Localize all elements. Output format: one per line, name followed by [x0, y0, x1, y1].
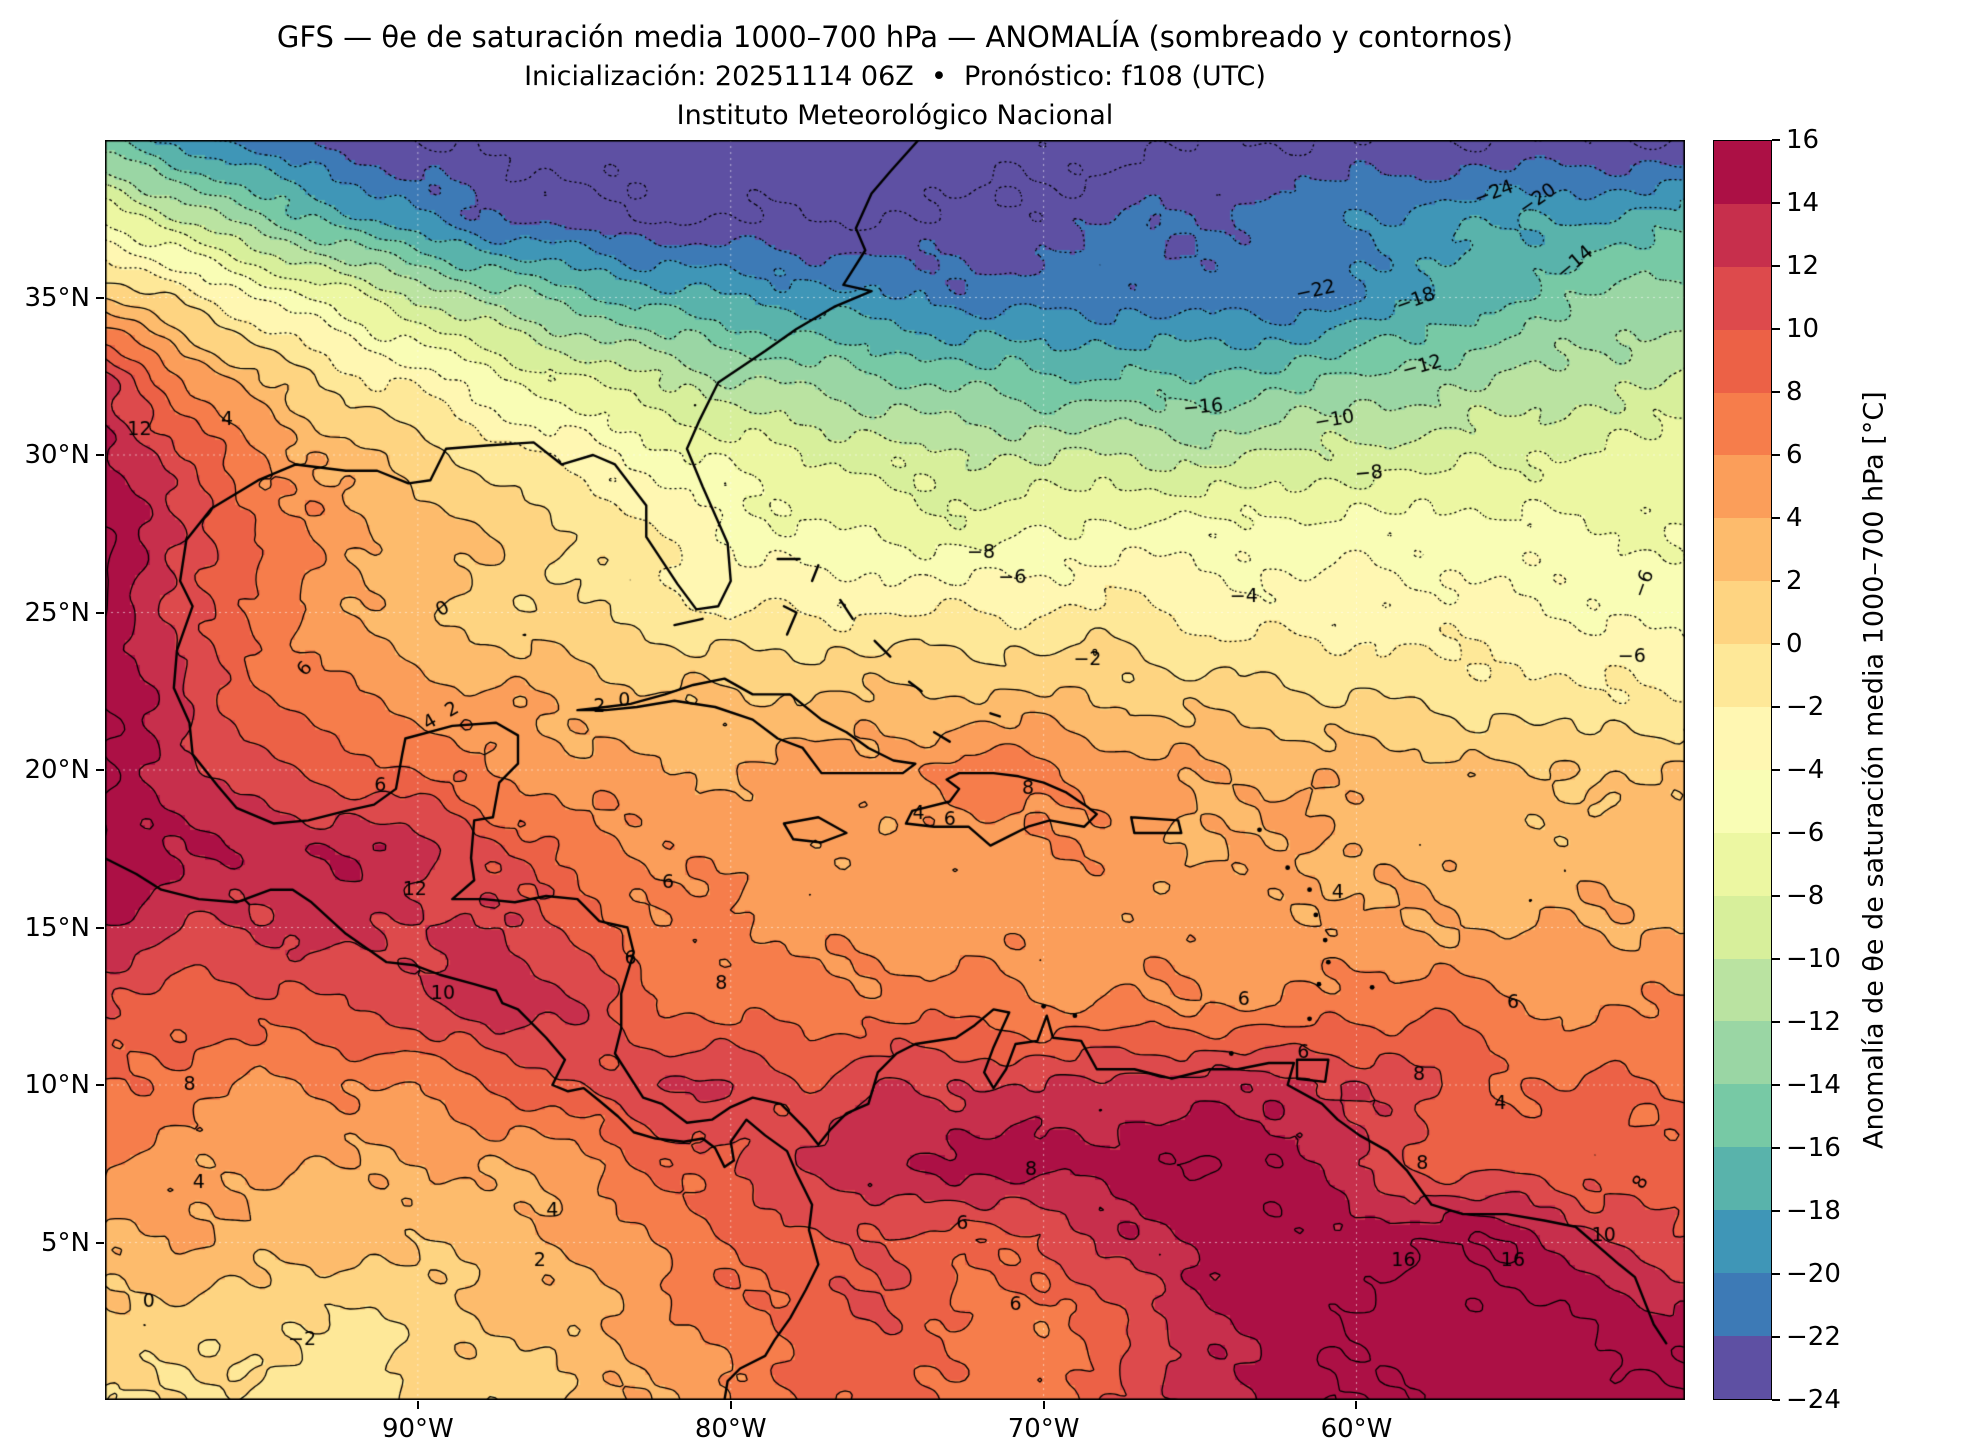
- colorbar-tick-label: 14: [1786, 188, 1820, 218]
- colorbar-tick-label: 0: [1786, 629, 1803, 659]
- colorbar-tick-label: 10: [1786, 314, 1820, 344]
- colorbar-tick-mark: [1772, 832, 1780, 834]
- colorbar-segment: [1714, 707, 1771, 770]
- colorbar-segment: [1714, 644, 1771, 708]
- colorbar-tick-mark: [1772, 1210, 1780, 1212]
- colorbar-tick-label: 8: [1786, 377, 1803, 407]
- map-plot-area: [105, 140, 1685, 1400]
- colorbar-tick-label: −6: [1786, 818, 1825, 848]
- lat-tick-label: 5°N: [41, 1227, 90, 1258]
- colorbar-segment: [1714, 769, 1771, 833]
- colorbar-segment: [1714, 518, 1771, 582]
- lon-tick-mark: [729, 1401, 732, 1409]
- colorbar-segment: [1714, 1335, 1771, 1399]
- lat-tick-mark: [96, 769, 104, 771]
- colorbar-tick-label: −14: [1786, 1070, 1841, 1100]
- lon-tick-mark: [1042, 1401, 1045, 1409]
- lat-tick-label: 30°N: [24, 440, 90, 470]
- colorbar-segment: [1714, 266, 1771, 330]
- lon-tick-label: 90°W: [381, 1414, 454, 1440]
- colorbar-tick-label: −8: [1786, 881, 1825, 911]
- colorbar-segment: [1714, 1021, 1771, 1085]
- colorbar-tick-mark: [1772, 1336, 1780, 1338]
- colorbar-tick-label: −4: [1786, 755, 1825, 785]
- chart-subtitle: Inicialización: 20251114 06Z • Pronóstic…: [524, 61, 1266, 92]
- colorbar-segment: [1714, 832, 1771, 896]
- colorbar-tick-mark: [1772, 769, 1780, 771]
- lat-tick-mark: [96, 1084, 104, 1086]
- colorbar-tick-label: 4: [1786, 503, 1803, 533]
- colorbar-segment: [1714, 141, 1771, 204]
- colorbar-tick-label: −2: [1786, 692, 1825, 722]
- chart-title: GFS — θe de saturación media 1000–700 hP…: [276, 20, 1514, 54]
- colorbar-tick-label: 12: [1786, 251, 1820, 281]
- lat-tick-mark: [96, 454, 104, 456]
- lat-tick-label: 20°N: [24, 755, 90, 785]
- colorbar-tick-mark: [1772, 328, 1780, 330]
- colorbar-segment: [1714, 392, 1771, 456]
- lon-tick-mark: [1355, 1401, 1358, 1409]
- colorbar-tick-mark: [1772, 391, 1780, 393]
- colorbar-segment: [1714, 329, 1771, 393]
- colorbar-gradient: [1714, 141, 1771, 1399]
- lat-tick-label: 10°N: [24, 1070, 90, 1100]
- colorbar: [1713, 140, 1772, 1400]
- colorbar-segment: [1714, 1210, 1771, 1274]
- colorbar-tick-mark: [1772, 643, 1780, 645]
- colorbar-tick-mark: [1772, 1399, 1780, 1401]
- colorbar-segment: [1714, 895, 1771, 959]
- colorbar-tick-mark: [1772, 265, 1780, 267]
- colorbar-tick-mark: [1772, 202, 1780, 204]
- chart-institution: Instituto Meteorológico Nacional: [676, 100, 1114, 131]
- colorbar-tick-mark: [1772, 580, 1780, 582]
- colorbar-segment: [1714, 1147, 1771, 1211]
- colorbar-tick-label: −12: [1786, 1007, 1841, 1037]
- colorbar-tick-mark: [1772, 454, 1780, 456]
- colorbar-segment: [1714, 581, 1771, 645]
- lat-tick-mark: [96, 926, 104, 929]
- colorbar-tick-label: −22: [1786, 1322, 1841, 1352]
- colorbar-tick-label: 16: [1786, 125, 1820, 155]
- colorbar-segment: [1714, 1273, 1771, 1336]
- colorbar-tick-mark: [1772, 1147, 1780, 1149]
- colorbar-tick-label: 6: [1786, 440, 1803, 470]
- colorbar-segment: [1714, 958, 1771, 1022]
- lat-tick-mark: [96, 611, 104, 614]
- colorbar-segment: [1714, 455, 1771, 519]
- colorbar-tick-mark: [1772, 895, 1780, 897]
- lat-tick-label: 15°N: [24, 912, 90, 943]
- lat-tick-label: 35°N: [24, 282, 90, 313]
- colorbar-tick-mark: [1772, 1273, 1780, 1275]
- lon-tick-mark: [416, 1401, 419, 1409]
- colorbar-tick-label: −16: [1786, 1133, 1841, 1163]
- lat-tick-label: 25°N: [24, 597, 90, 628]
- colorbar-segment: [1714, 203, 1771, 267]
- colorbar-segment: [1714, 1084, 1771, 1148]
- colorbar-tick-label: −24: [1786, 1385, 1841, 1415]
- lat-tick-mark: [96, 1241, 104, 1244]
- colorbar-tick-mark: [1772, 139, 1780, 141]
- colorbar-tick-label: −20: [1786, 1259, 1841, 1289]
- lon-tick-label: 80°W: [694, 1414, 767, 1440]
- lat-tick-mark: [96, 296, 104, 299]
- title-block: GFS — θe de saturación media 1000–700 hP…: [105, 18, 1685, 135]
- colorbar-tick-label: 2: [1786, 566, 1803, 596]
- colorbar-label: Anomalía de θe de saturación media 1000–…: [1858, 391, 1890, 1149]
- colorbar-tick-mark: [1772, 706, 1780, 708]
- lon-tick-label: 60°W: [1320, 1414, 1393, 1440]
- colorbar-tick-mark: [1772, 1084, 1780, 1086]
- colorbar-tick-mark: [1772, 517, 1780, 519]
- contour-map-canvas: [105, 140, 1685, 1400]
- lon-tick-label: 70°W: [1007, 1414, 1080, 1440]
- colorbar-tick-mark: [1772, 958, 1780, 960]
- colorbar-tick-mark: [1772, 1021, 1780, 1023]
- colorbar-tick-label: −18: [1786, 1196, 1841, 1226]
- colorbar-tick-label: −10: [1786, 944, 1841, 974]
